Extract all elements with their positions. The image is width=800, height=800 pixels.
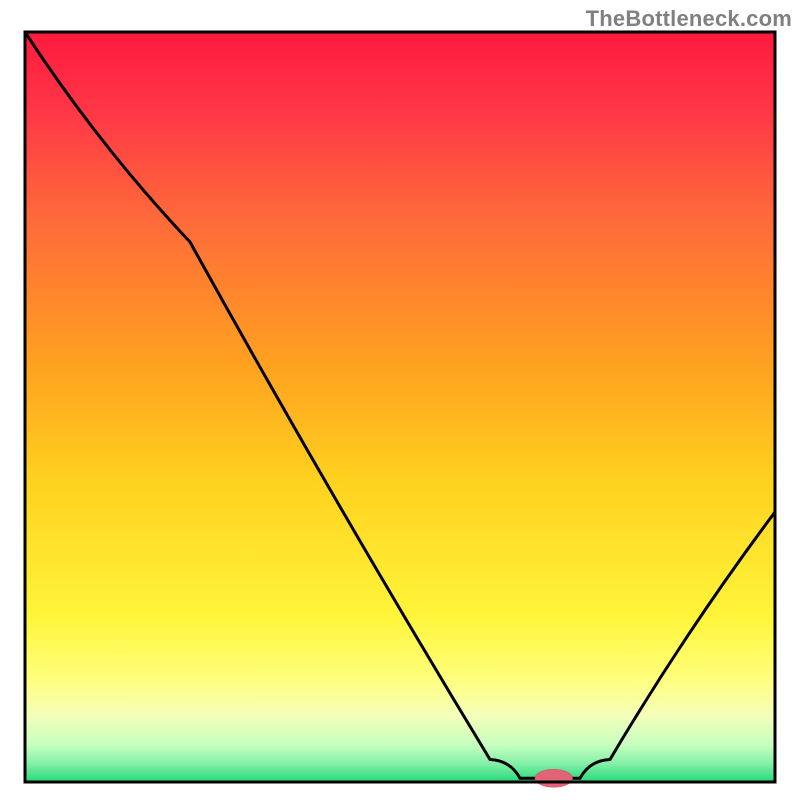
chart-container: TheBottleneck.com <box>0 0 800 800</box>
optimal-point-marker <box>535 769 573 787</box>
plot-background <box>25 32 775 782</box>
bottleneck-chart <box>0 0 800 800</box>
watermark-label: TheBottleneck.com <box>586 6 792 32</box>
